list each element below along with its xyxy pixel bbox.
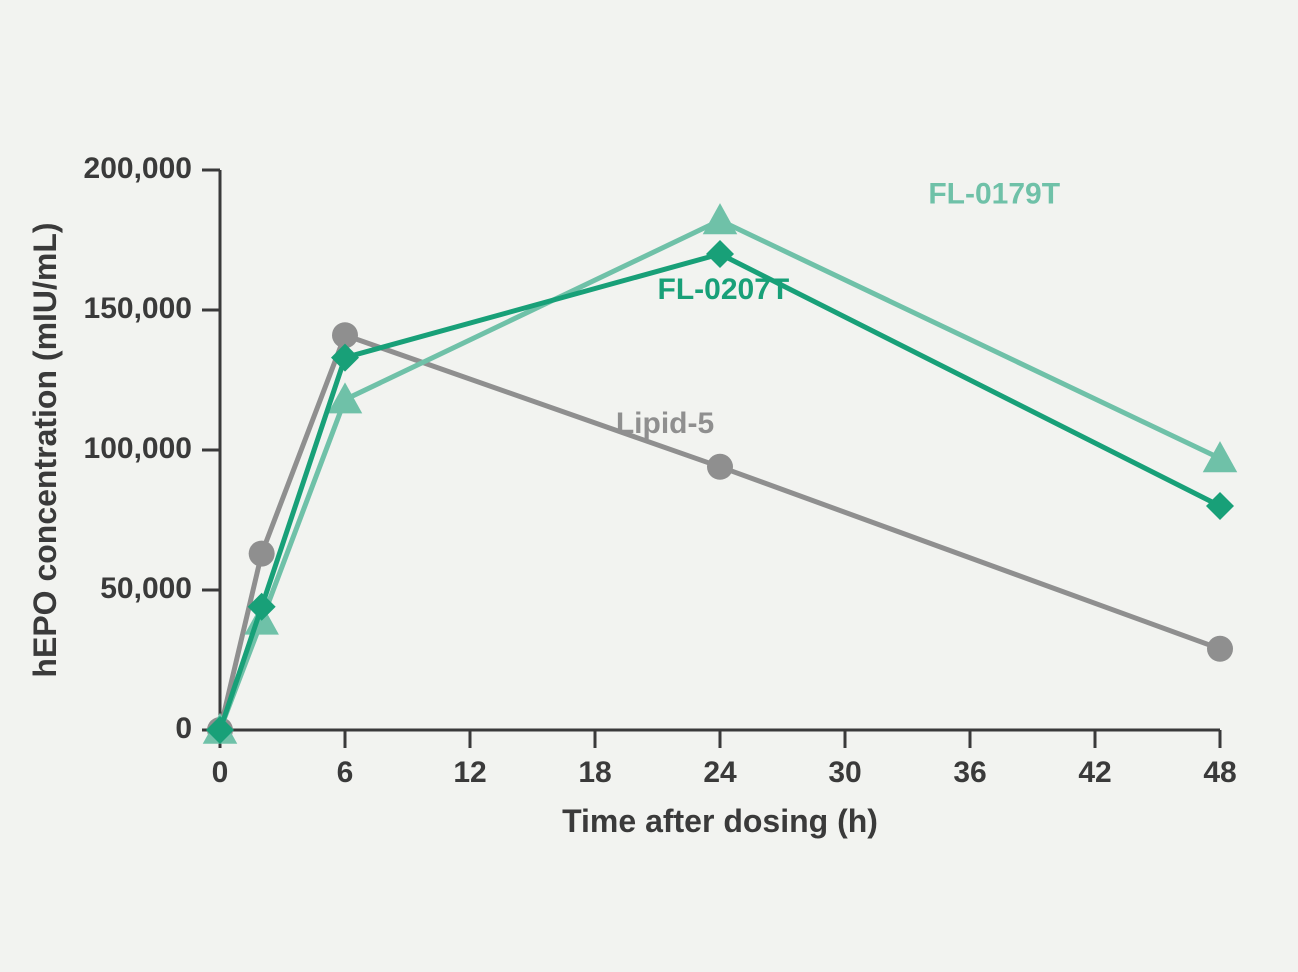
series-marker-Lipid-5 xyxy=(1207,636,1233,662)
series-marker-FL-0179T xyxy=(1203,441,1238,472)
chart-container: 0 50,000 100,000 150,000 200,000 0 6 12 18 24 30 36… xyxy=(0,0,1298,972)
series-marker-FL-0207T xyxy=(1206,492,1234,520)
y-tick-label: 0 xyxy=(175,712,192,745)
x-tick-label: 48 xyxy=(1203,756,1236,789)
x-tick-label: 18 xyxy=(578,756,611,789)
series-marker-FL-0179T xyxy=(703,203,738,234)
series-marker-Lipid-5 xyxy=(707,454,733,480)
x-tick-label: 42 xyxy=(1078,756,1111,789)
series-label-FL-0207T: FL-0207T xyxy=(658,273,790,306)
x-tick-label: 0 xyxy=(212,756,229,789)
series-marker-Lipid-5 xyxy=(249,541,275,567)
line-chart: 0 50,000 100,000 150,000 200,000 0 6 12 18 24 30 36… xyxy=(0,0,1298,972)
y-tick-label: 150,000 xyxy=(84,292,192,325)
x-tick-label: 12 xyxy=(453,756,486,789)
x-axis-title: Time after dosing (h) xyxy=(562,803,878,839)
y-tick-label: 100,000 xyxy=(84,432,192,465)
y-tick-label: 200,000 xyxy=(84,152,192,185)
series-label-FL-0179T: FL-0179T xyxy=(928,178,1060,211)
y-axis-title: hEPO concentration (mIU/mL) xyxy=(27,222,63,677)
y-tick-label: 50,000 xyxy=(100,572,192,605)
x-tick-label: 6 xyxy=(337,756,354,789)
series-label-Lipid-5: Lipid-5 xyxy=(616,407,714,440)
x-tick-label: 24 xyxy=(703,756,737,789)
series-line-FL-0207T xyxy=(220,254,1220,730)
series-line-Lipid-5 xyxy=(220,335,1220,730)
series-marker-FL-0207T xyxy=(706,240,734,268)
x-tick-label: 30 xyxy=(828,756,861,789)
x-tick-label: 36 xyxy=(953,756,986,789)
